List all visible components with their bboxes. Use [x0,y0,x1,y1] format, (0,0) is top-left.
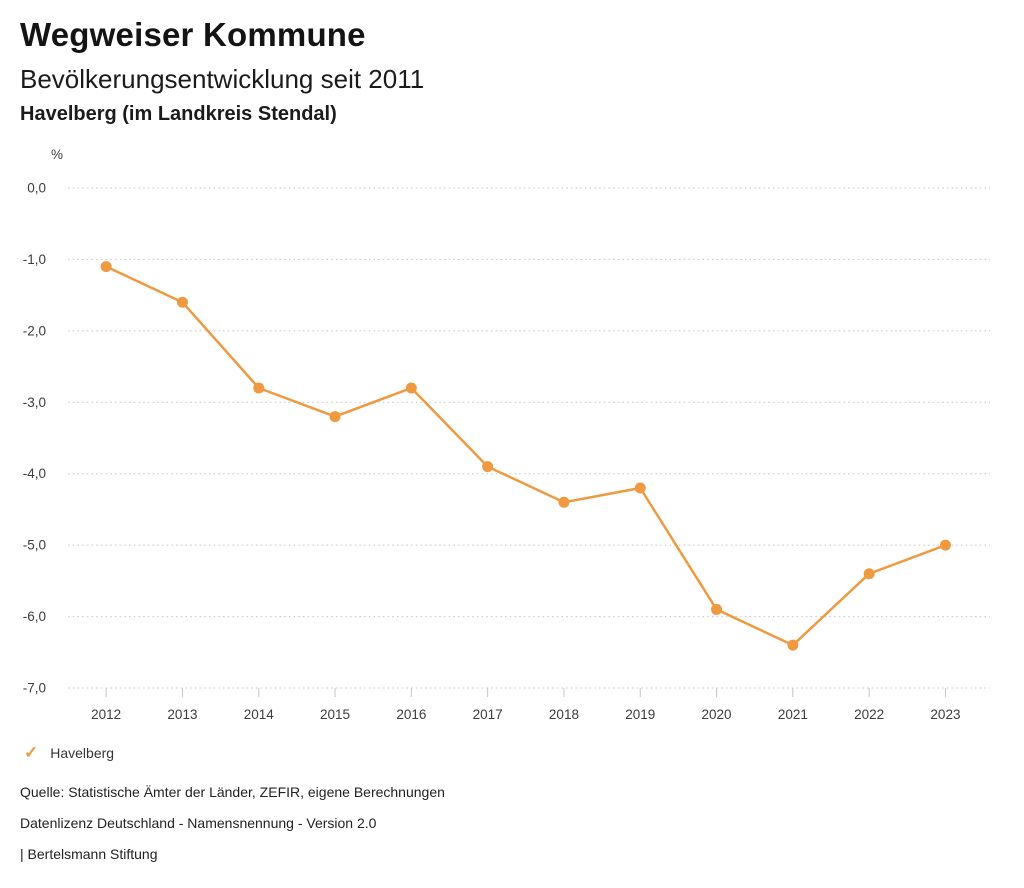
legend-label: Havelberg [50,744,115,761]
data-point-2014[interactable] [253,382,265,394]
x-tick-label: 2019 [625,707,655,722]
y-axis-unit-label: % [51,147,63,162]
x-tick-label: 2020 [702,707,732,722]
x-tick-label: 2023 [930,707,960,722]
x-tick-label: 2012 [91,707,121,722]
x-tick-label: 2013 [167,707,197,722]
series-line-havelberg [104,265,947,647]
y-tick-label: -3,0 [23,395,46,410]
data-point-2022[interactable] [863,568,875,580]
x-tick-label: 2022 [854,707,884,722]
data-point-2019[interactable] [634,482,646,494]
data-point-2013[interactable] [176,296,188,308]
y-tick-label: -7,0 [23,681,46,696]
x-tick-label: 2016 [396,707,426,722]
y-tick-label: -5,0 [23,538,46,553]
check-icon: ✓ [24,743,39,762]
chart-title: Bevölkerungsentwicklung seit 2011 [20,64,425,94]
line-chart: 0,0 -1,0 -2,0 -3,0 -4,0 -5,0 -6,0 -7,0% 2012 2013… [23,147,990,722]
source-text: Quelle: Statistische Ämter der Länder, Z… [20,784,445,800]
y-tick-label: -6,0 [23,609,46,624]
x-tick-label: 2021 [778,707,808,722]
data-point-2023[interactable] [939,539,951,551]
data-point-2021[interactable] [787,639,799,651]
publisher-text: | Bertelsmann Stiftung [20,846,158,862]
data-point-2016[interactable] [405,382,417,394]
legend: ✓ Havelberg [24,744,114,761]
data-point-2017[interactable] [482,461,494,473]
license-text: Datenlizenz Deutschland - Namensnennung … [20,815,377,831]
region-subtitle: Havelberg (im Landkreis Stendal) [20,103,337,125]
chart-area: 0,0 -1,0 -2,0 -3,0 -4,0 -5,0 -6,0 -7,0% 2012 2013… [0,140,1024,740]
data-point-2015[interactable] [329,411,341,423]
legend-item-havelberg[interactable]: ✓ Havelberg [24,744,114,761]
y-tick-label: -1,0 [23,252,46,267]
page-title: Wegweiser Kommune [20,16,366,53]
x-tick-label: 2018 [549,707,579,722]
data-point-2012[interactable] [100,261,112,273]
y-tick-label: 0,0 [27,181,46,196]
y-tick-label: -4,0 [23,466,46,481]
x-tick-label: 2015 [320,707,350,722]
data-point-2018[interactable] [558,496,570,508]
x-tick-label: 2017 [473,707,503,722]
x-tick-label: 2014 [244,707,275,722]
data-point-2020[interactable] [711,603,723,615]
y-tick-label: -2,0 [23,323,46,338]
